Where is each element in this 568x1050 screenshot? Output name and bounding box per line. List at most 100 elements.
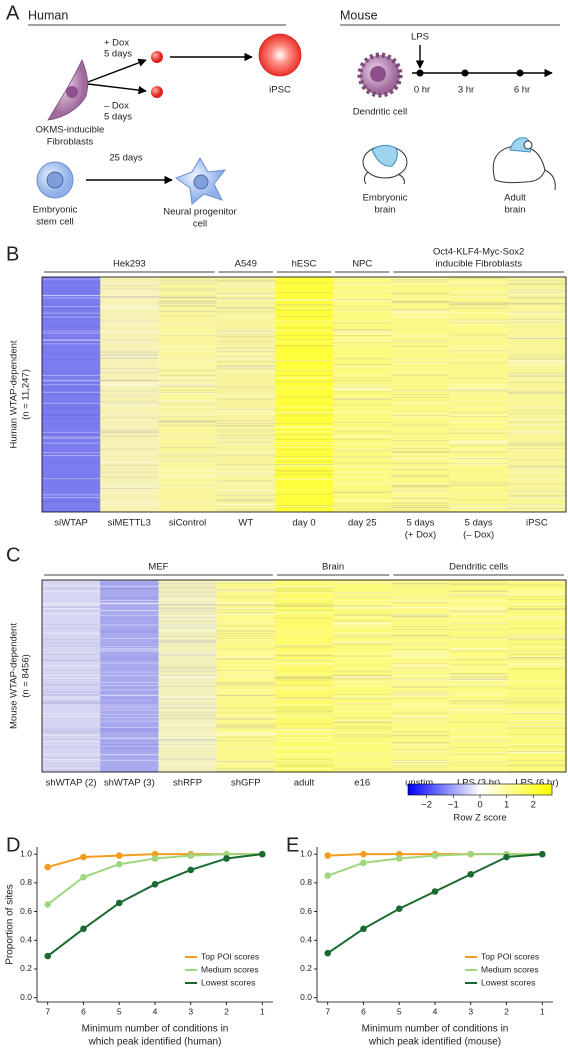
column-label: LPS (3 hr) <box>457 778 500 789</box>
label: 5 days <box>104 49 132 60</box>
colorbar <box>407 783 553 796</box>
y-tick-label: 0.0 <box>300 992 312 1002</box>
label: Embryonic <box>363 193 408 204</box>
mouse-tail <box>544 169 556 191</box>
data-point <box>80 873 87 881</box>
dendritic-cell <box>357 52 403 98</box>
legend-label: Top POI scores <box>481 951 539 961</box>
series-line <box>47 853 263 957</box>
data-point <box>115 860 123 868</box>
label: stem cell <box>36 217 73 228</box>
arrow <box>87 58 147 83</box>
label: 6 hr <box>514 85 530 96</box>
data-point <box>360 859 367 867</box>
panel-letter: C <box>6 544 20 566</box>
column-label: shGFP <box>231 778 261 789</box>
panel-letter: E <box>286 834 299 856</box>
y-axis-label: Mouse WTAP-dependent <box>9 623 20 729</box>
data-point <box>44 863 52 871</box>
y-tick-label: 0.4 <box>20 935 32 945</box>
x-tick-label: 6 <box>81 1006 86 1016</box>
embryo-brain <box>371 144 398 167</box>
heatmap-column <box>449 277 509 512</box>
y-axis-label: (n = 11,247) <box>21 369 32 420</box>
group-label: hESC <box>292 259 317 270</box>
cell-dot <box>151 51 163 63</box>
legend-label: Lowest scores <box>481 977 535 987</box>
x-tick-label: 1 <box>260 1006 265 1016</box>
label: 25 days <box>109 153 143 164</box>
data-point <box>467 870 475 878</box>
label: Fibroblasts <box>47 137 94 148</box>
column-label: LPS (6 hr) <box>515 778 558 789</box>
data-point <box>324 852 332 859</box>
heatmap-column <box>216 580 276 772</box>
data-point <box>467 850 475 858</box>
data-point <box>503 853 510 861</box>
column-label: shRFP <box>173 778 202 789</box>
group-label: inducible Fibroblasts <box>435 259 522 270</box>
y-tick-label: 0.8 <box>300 877 312 887</box>
colorbar-tick-label: 0 <box>477 800 482 811</box>
label: LPS <box>411 32 429 43</box>
data-point <box>80 853 87 861</box>
label: Neural progenitor <box>163 207 236 218</box>
panel-letter: A <box>6 2 20 24</box>
column-label: siMETTL3 <box>108 518 151 529</box>
legend-label: Lowest scores <box>201 977 255 987</box>
column-label: adult <box>294 778 315 789</box>
label: Embryonic <box>33 205 78 216</box>
column-label: siControl <box>169 518 207 529</box>
y-axis-label: Proportion of sites <box>5 884 16 965</box>
x-tick-label: 4 <box>433 1006 438 1016</box>
y-tick-label: 1.0 <box>20 848 32 858</box>
legend-label: Medium scores <box>201 964 259 974</box>
label: Adult <box>504 193 526 204</box>
y-axis-label: (n = 8456) <box>21 654 32 698</box>
heatmap-column <box>274 580 334 772</box>
x-tick-label: 6 <box>361 1006 366 1016</box>
data-point <box>187 866 195 874</box>
mouse-ear <box>523 140 533 150</box>
column-label: day 0 <box>292 518 315 529</box>
group-label: Oct4-KLF4-Myc-Sox2 <box>433 247 524 258</box>
embryo-icon <box>362 144 408 185</box>
column-label: shWTAP (2) <box>46 778 97 789</box>
y-axis-label: Human WTAP-dependent <box>9 340 20 448</box>
x-axis-label: Minimum number of conditions in <box>362 1024 509 1035</box>
heatmap-column <box>100 580 159 772</box>
x-axis-label: Minimum number of conditions in <box>82 1024 229 1035</box>
label: + Dox <box>104 38 129 49</box>
nucleus <box>370 66 386 82</box>
label: OKMS-inducible <box>36 125 105 136</box>
data-point <box>115 899 123 907</box>
x-tick-label: 3 <box>468 1006 473 1016</box>
data-point <box>431 888 439 895</box>
label: brain <box>374 205 395 216</box>
timepoint <box>516 69 524 77</box>
group-label: MEF <box>148 562 168 573</box>
x-tick-label: 2 <box>224 1006 229 1016</box>
heatmap-column <box>274 277 334 512</box>
heatmap-column <box>333 580 392 772</box>
label: 3 hr <box>458 85 474 96</box>
group-label: A549 <box>235 259 257 270</box>
y-tick-label: 0.8 <box>20 877 32 887</box>
colorbar-tick-label: −1 <box>448 800 459 811</box>
legend-label: Top POI scores <box>201 951 259 961</box>
heatmap-column <box>333 277 392 512</box>
data-point <box>360 850 367 858</box>
data-point <box>223 855 230 862</box>
x-tick-label: 7 <box>325 1006 330 1016</box>
y-tick-label: 0.6 <box>300 906 312 916</box>
panel-letter: B <box>6 243 19 265</box>
x-tick-label: 1 <box>540 1006 545 1016</box>
heatmap-column <box>158 277 217 512</box>
y-tick-label: 0.4 <box>300 935 312 945</box>
heatmap-column <box>507 580 567 772</box>
data-point <box>80 925 87 933</box>
colorbar-tick-label: −2 <box>421 800 432 811</box>
colorbar-label: Row Z score <box>453 813 506 824</box>
ipsc-cell <box>258 33 302 77</box>
x-tick-label: 7 <box>45 1006 50 1016</box>
